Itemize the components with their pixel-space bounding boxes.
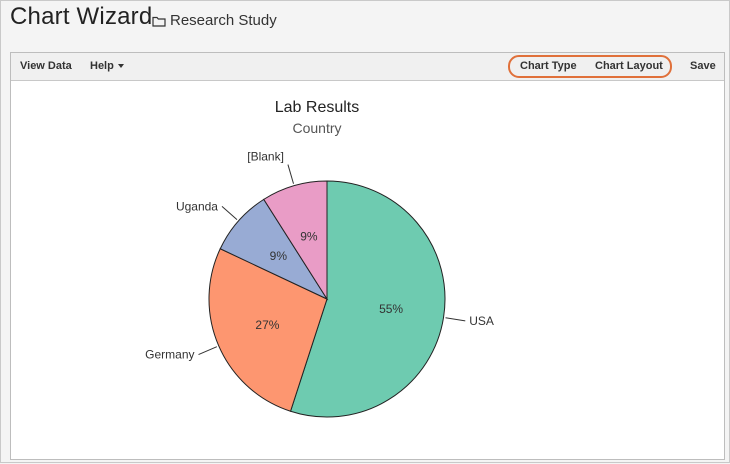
highlight-outline [508,55,672,78]
folder-label: Research Study [170,12,277,29]
help-label: Help [90,60,114,72]
slice-label-germany: Germany [145,348,194,362]
chart-area: Lab Results Country 55% USA 27% Germany 9% Ug… [11,81,724,459]
slice-label-usa: USA [469,314,494,328]
folder-link[interactable]: Research Study [152,12,277,29]
chart-type-button[interactable]: Chart Type [520,60,577,72]
chart-panel: View Data Help Chart Type Chart Layout S… [10,52,725,460]
slice-percent-usa: 55% [379,302,403,316]
leader-line-uganda [221,206,238,221]
slice-label-blank: [Blank] [247,150,284,164]
slice-percent-blank: 9% [300,230,318,244]
view-data-button[interactable]: View Data [20,60,72,72]
leader-line-blank [287,164,295,184]
slice-percent-uganda: 9% [270,249,288,263]
slice-label-uganda: Uganda [176,199,218,213]
help-menu-button[interactable]: Help [90,53,124,80]
page-title: Chart Wizard [10,3,153,30]
pie-slice-germany[interactable] [208,248,328,412]
pie-slice-blank[interactable] [263,180,328,301]
caret-down-icon [117,64,124,69]
chart-title: Lab Results [275,99,360,116]
save-button[interactable]: Save [690,60,716,72]
pie-slice-usa[interactable] [289,180,446,418]
chart-layout-button[interactable]: Chart Layout [595,60,663,72]
leader-line-usa [445,317,466,322]
slice-percent-germany: 27% [255,318,279,332]
chart-subtitle: Country [292,120,341,136]
toolbar: View Data Help Chart Type Chart Layout S… [11,53,724,81]
leader-line-germany [198,346,218,356]
folder-icon [152,16,166,27]
pie-chart: Lab Results Country 55% USA 27% Germany 9% Ug… [145,99,494,418]
